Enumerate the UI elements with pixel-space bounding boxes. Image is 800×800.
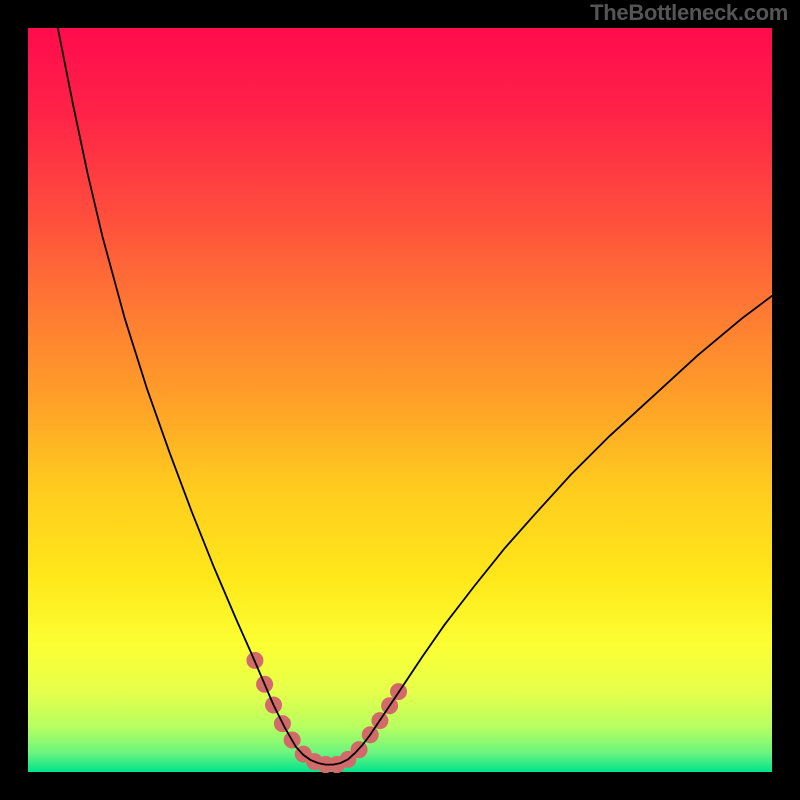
bottleneck-chart bbox=[0, 0, 800, 800]
chart-container: TheBottleneck.com bbox=[0, 0, 800, 800]
watermark-text: TheBottleneck.com bbox=[590, 0, 788, 26]
plot-background bbox=[28, 28, 772, 772]
